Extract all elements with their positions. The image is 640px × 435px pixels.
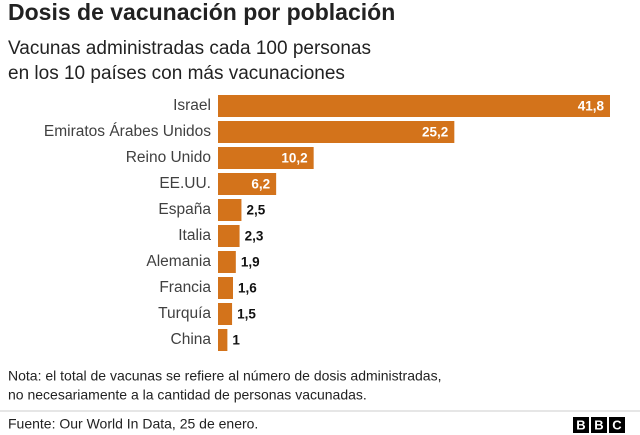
y-tick-label: Italia [178, 227, 211, 244]
y-tick-label: China [171, 331, 212, 348]
logo-box [573, 417, 589, 433]
bar [218, 225, 240, 247]
data-label: 1,6 [238, 281, 257, 296]
data-label: 10,2 [281, 151, 307, 166]
chart-title: Dosis de vacunación por población [8, 0, 395, 25]
logo-letter: C [612, 417, 622, 432]
bar [218, 329, 228, 351]
logo-box [609, 417, 625, 433]
bar [218, 95, 610, 117]
note: Nota: el total de vacunas se refiere al … [8, 368, 441, 384]
data-label: 1,9 [241, 255, 260, 270]
y-tick-label: EE.UU. [159, 175, 211, 192]
logo-letter: B [594, 417, 603, 432]
data-label: 25,2 [422, 125, 448, 140]
data-label: 6,2 [251, 177, 270, 192]
y-tick-label: Emiratos Árabes Unidos [44, 123, 211, 140]
source: Fuente: Our World In Data, 25 de enero. [8, 416, 258, 432]
bar [218, 277, 234, 299]
y-tick-label: Israel [173, 97, 211, 114]
logo-box [591, 417, 607, 433]
bar [218, 199, 242, 221]
chart-subtitle: en los 10 países con más vacunaciones [8, 63, 345, 84]
bar [218, 121, 455, 143]
bar [218, 251, 236, 273]
note: no necesariamente a la cantidad de perso… [8, 387, 367, 403]
data-label: 2,5 [246, 203, 265, 218]
data-label: 1,5 [237, 307, 256, 322]
logo-letter: B [576, 417, 585, 432]
bar [218, 173, 277, 195]
chart-subtitle: Vacunas administradas cada 100 personas [8, 38, 371, 59]
bar [218, 147, 314, 169]
y-tick-label: Alemania [146, 253, 211, 270]
data-label: 2,3 [245, 229, 264, 244]
bar [218, 303, 233, 325]
data-label: 41,8 [578, 99, 605, 114]
y-tick-label: España [158, 201, 211, 218]
y-tick-label: Reino Unido [126, 149, 211, 166]
data-label: 1 [232, 333, 240, 348]
y-tick-label: Francia [159, 279, 211, 296]
y-tick-label: Turquía [158, 305, 211, 322]
